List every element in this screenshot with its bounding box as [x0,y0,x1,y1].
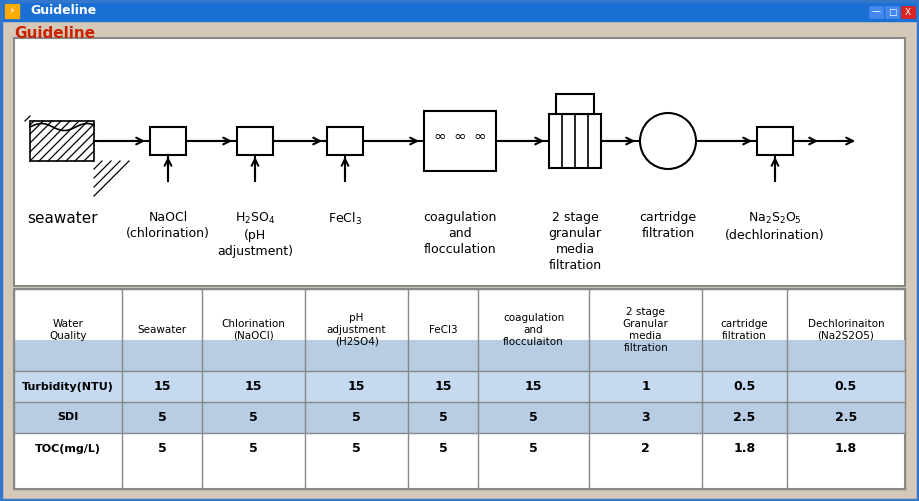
Text: X: X [905,8,911,17]
Text: 15: 15 [348,380,366,393]
Bar [885,6,899,18]
Text: Chlorination
(NaOCl): Chlorination (NaOCl) [221,319,286,341]
Text: Turbidity(NTU): Turbidity(NTU) [22,381,114,391]
Text: Seawater: Seawater [138,325,187,335]
Text: seawater: seawater [27,211,97,226]
Text: 15: 15 [525,380,542,393]
Bar [14,38,905,286]
Text: 2 stage
granular
media
filtration: 2 stage granular media filtration [549,211,602,272]
Bar [237,127,273,155]
Bar [549,114,601,168]
Text: 5: 5 [529,411,538,424]
Bar [30,121,94,161]
Bar [14,289,905,489]
Text: coagulation
and
flocculation: coagulation and flocculation [424,211,496,256]
Text: ⚡: ⚡ [8,6,16,16]
Text: NaOCl
(chlorination): NaOCl (chlorination) [126,211,210,240]
Text: 5: 5 [158,411,166,424]
Text: ∞: ∞ [473,128,486,143]
Text: ∞: ∞ [454,128,466,143]
Text: 0.5: 0.5 [733,380,755,393]
Text: pH
adjustment
(H2SO4): pH adjustment (H2SO4) [327,313,386,347]
Text: 15: 15 [245,380,263,393]
Text: Na$_2$S$_2$O$_5$
(dechlorination): Na$_2$S$_2$O$_5$ (dechlorination) [725,211,825,242]
Text: SDI: SDI [57,412,79,422]
Bar [424,111,496,171]
Bar [757,127,793,155]
Bar [5,4,19,18]
Text: Dechlorinaiton
(Na2S2O5): Dechlorinaiton (Na2S2O5) [808,319,884,341]
Text: 2.5: 2.5 [834,411,857,424]
Text: 1.8: 1.8 [733,442,755,455]
Text: FeCl3: FeCl3 [429,325,458,335]
Text: cartridge
filtration: cartridge filtration [720,319,768,341]
Bar [150,127,186,155]
Text: TOC(mg/L): TOC(mg/L) [35,443,101,453]
Text: 5: 5 [438,442,448,455]
Bar [869,6,883,18]
Text: FeCl$_3$: FeCl$_3$ [328,211,362,227]
Text: ∞: ∞ [434,128,447,143]
Bar [556,94,594,114]
Bar [901,6,915,18]
Text: 15: 15 [435,380,452,393]
Text: 5: 5 [438,411,448,424]
Text: 2.5: 2.5 [733,411,755,424]
Text: H$_2$SO$_4$
(pH
adjustment): H$_2$SO$_4$ (pH adjustment) [217,211,293,258]
Text: Guideline: Guideline [30,4,96,17]
Text: 3: 3 [641,411,650,424]
Text: 15: 15 [153,380,171,393]
Bar [14,371,905,402]
Text: 5: 5 [352,442,361,455]
Text: Guideline: Guideline [14,26,96,41]
Text: cartridge
filtration: cartridge filtration [640,211,697,240]
Text: 5: 5 [158,442,166,455]
Bar [14,340,905,371]
Text: 5: 5 [529,442,538,455]
Bar [0,0,919,21]
Text: Water
Quality: Water Quality [50,319,86,341]
Bar [327,127,363,155]
Text: 1: 1 [641,380,650,393]
Text: 5: 5 [249,442,258,455]
Text: 5: 5 [249,411,258,424]
Text: 0.5: 0.5 [834,380,857,393]
Text: 1.8: 1.8 [834,442,857,455]
Text: 2: 2 [641,442,650,455]
Text: □: □ [888,8,896,17]
Text: coagulation
and
flocculaiton: coagulation and flocculaiton [503,313,564,347]
Text: —: — [871,8,880,17]
Bar [14,402,905,433]
Circle shape [640,113,696,169]
Text: 2 stage
Granular
media
filtration: 2 stage Granular media filtration [623,307,669,353]
Text: 5: 5 [352,411,361,424]
